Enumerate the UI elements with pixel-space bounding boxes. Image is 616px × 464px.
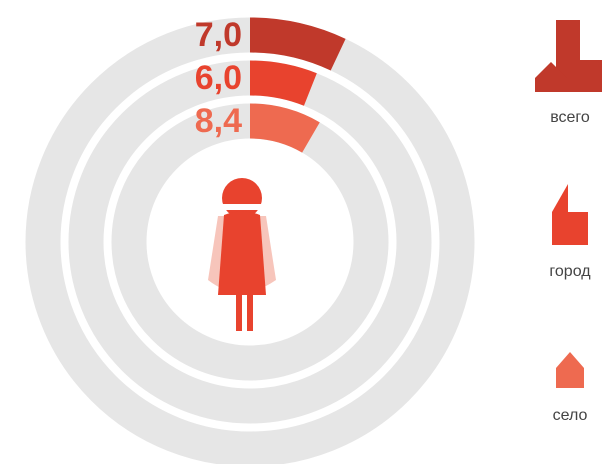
block xyxy=(580,60,602,92)
category-label: город xyxy=(549,263,591,280)
value-label: 8,4 xyxy=(195,102,242,140)
value-label: 6,0 xyxy=(195,59,242,97)
bar xyxy=(249,103,320,153)
block xyxy=(568,212,588,245)
category-label: село xyxy=(553,407,588,424)
category-label: всего xyxy=(550,109,590,126)
icon-village xyxy=(556,352,584,388)
dress xyxy=(218,211,266,295)
value-label: 7,0 xyxy=(195,16,242,54)
leg xyxy=(247,295,253,331)
tower xyxy=(552,184,568,245)
leg xyxy=(236,295,242,331)
icon-city xyxy=(552,184,588,245)
bar xyxy=(249,60,317,106)
woman-icon xyxy=(208,178,276,331)
bar xyxy=(249,17,346,71)
house xyxy=(535,62,567,92)
house xyxy=(556,352,584,388)
headband xyxy=(222,204,262,210)
icon-all xyxy=(535,20,602,92)
